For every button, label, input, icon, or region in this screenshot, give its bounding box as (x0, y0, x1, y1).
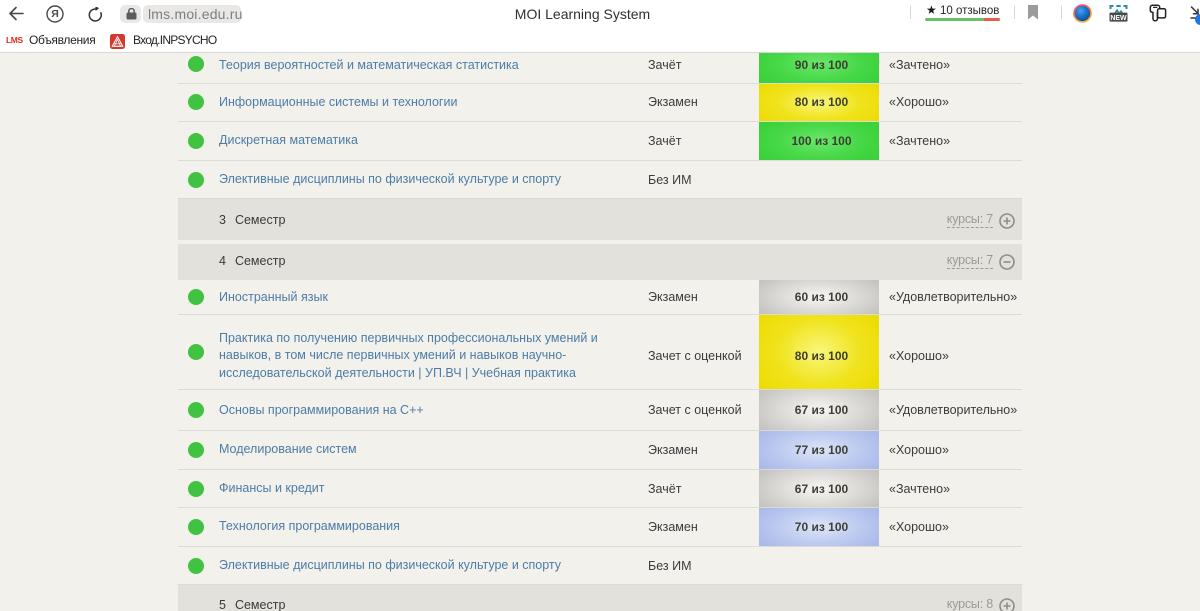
svg-text:NEW: NEW (1110, 15, 1127, 22)
